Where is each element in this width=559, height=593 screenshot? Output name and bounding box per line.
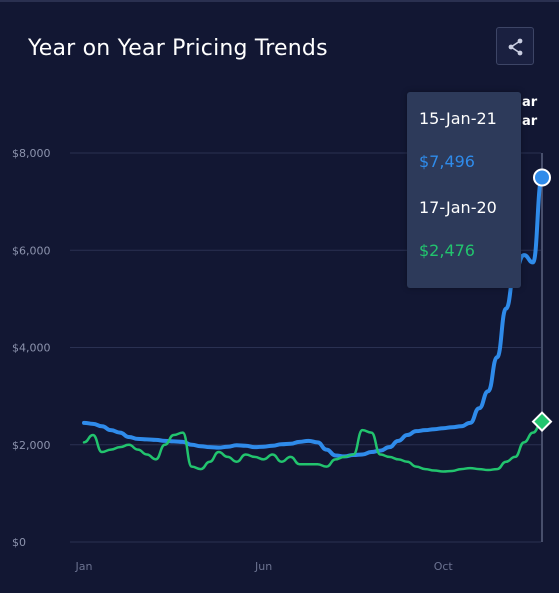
tooltip-value-2: $2,476 (419, 241, 475, 260)
series-line-1 (82, 175, 544, 459)
y-tick-label: $0 (12, 536, 26, 549)
series-line-2 (82, 420, 544, 473)
tooltip-date-1: 15-Jan-21 (419, 109, 497, 128)
tooltip-date-2: 17-Jan-20 (419, 198, 497, 217)
legend-fragment-1: ar (522, 95, 538, 110)
share-icon (508, 38, 523, 56)
series-lines (82, 175, 544, 473)
x-tick-label: Oct (434, 560, 454, 573)
x-axis-ticks: Jan Jun Oct (75, 560, 454, 573)
share-button[interactable] (496, 27, 534, 65)
series-1-marker (533, 168, 551, 187)
chart-tooltip: 15-Jan-21 $7,496 17-Jan-20 $2,476 (407, 92, 521, 288)
y-tick-label: $6,000 (12, 244, 51, 257)
y-axis-ticks: $0 $2,000 $4,000 $6,000 $8,000 (12, 147, 51, 549)
x-tick-label: Jun (254, 560, 272, 573)
x-tick-label: Jan (75, 560, 93, 573)
series-2-marker (531, 411, 553, 433)
tooltip-value-1: $7,496 (419, 152, 475, 171)
y-tick-label: $8,000 (12, 147, 51, 160)
chart-title: Year on Year Pricing Trends (28, 36, 328, 61)
hover-markers[interactable] (531, 168, 553, 433)
y-tick-label: $4,000 (12, 342, 51, 355)
y-tick-label: $2,000 (12, 439, 51, 452)
legend-fragment-2: ar (522, 114, 538, 129)
